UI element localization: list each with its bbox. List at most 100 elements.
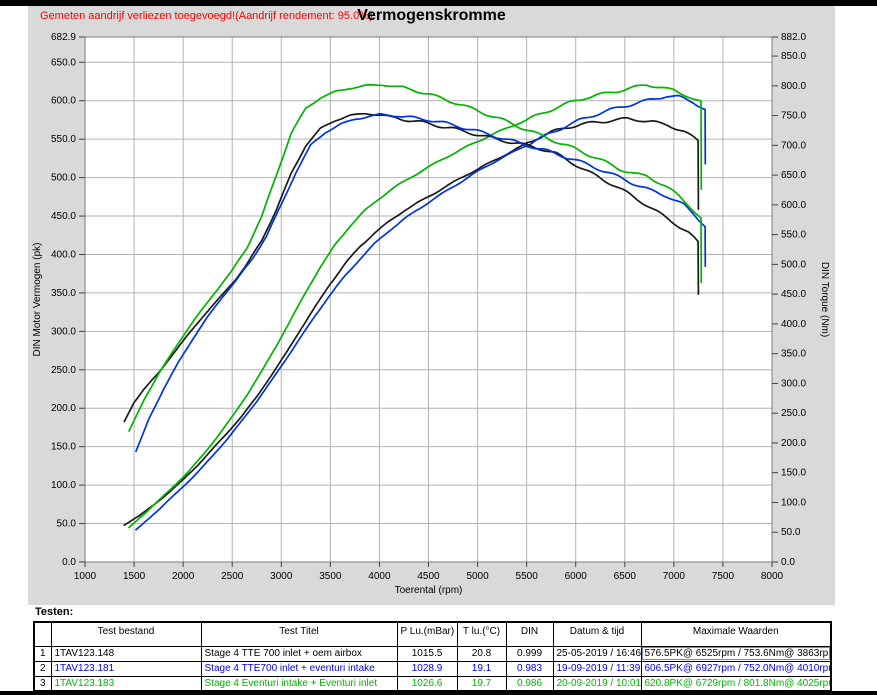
svg-text:350.0: 350.0 (51, 288, 76, 299)
curve-3 (128, 84, 703, 529)
header-col-number (33, 621, 52, 647)
svg-text:7000: 7000 (663, 571, 686, 582)
cell-din: 0.986 (505, 675, 554, 692)
table-row[interactable]: 3 1TAV123.183 Stage 4 Eventuri intake + Ev… (33, 675, 832, 692)
cell-test-bestand: 1TAV123.148 (50, 645, 202, 662)
svg-text:1500: 1500 (123, 571, 146, 582)
svg-text:7500: 7500 (712, 571, 735, 582)
svg-text:DIN Motor Vermogen (pk): DIN Motor Vermogen (pk) (32, 243, 43, 357)
svg-text:2500: 2500 (221, 571, 244, 582)
svg-text:600.0: 600.0 (781, 200, 806, 211)
svg-text:882.0: 882.0 (781, 32, 806, 43)
svg-text:250.0: 250.0 (781, 408, 806, 419)
svg-text:50.0: 50.0 (781, 527, 801, 538)
svg-text:200.0: 200.0 (51, 403, 76, 414)
cell-test-bestand: 1TAV123.183 (50, 675, 202, 692)
svg-text:450.0: 450.0 (51, 211, 76, 222)
svg-text:400.0: 400.0 (51, 249, 76, 260)
svg-text:1000: 1000 (74, 571, 97, 582)
table-row[interactable]: 2 1TAV123.181 Stage 4 TTE700 inlet + event… (33, 660, 832, 677)
curve-2 (135, 94, 707, 531)
svg-text:650.0: 650.0 (781, 170, 806, 181)
cell-maximale-waarden: 576.5PK@ 6525rpm / 753.6Nm@ 3863rpm (640, 645, 832, 662)
header-col-test-titel: Test Titel (200, 621, 398, 647)
cell-test-titel: Stage 4 TTE 700 inlet + oem airbox (200, 645, 398, 662)
svg-text:3000: 3000 (270, 571, 293, 582)
cell-datum-tijd: 25-05-2019 / 16:46:36 (552, 645, 642, 662)
chart-title: Vermogenskromme (357, 7, 506, 24)
table-row[interactable]: 1 1TAV123.148 Stage 4 TTE 700 inlet + oem … (33, 645, 832, 662)
svg-text:150.0: 150.0 (781, 468, 806, 479)
svg-text:5000: 5000 (466, 571, 489, 582)
svg-text:100.0: 100.0 (51, 480, 76, 491)
svg-text:50.0: 50.0 (57, 519, 77, 530)
svg-text:8000: 8000 (761, 571, 784, 582)
cell-t-lu: 19.7 (456, 675, 507, 692)
svg-text:400.0: 400.0 (781, 319, 806, 330)
power-curve-chart: 682.9 650.0 600.0 550.0 500.0 450.0 400.0 350.0… (32, 32, 830, 596)
cell-din: 0.983 (505, 660, 554, 677)
cell-test-titel: Stage 4 TTE700 inlet + eventuri intake (200, 660, 398, 677)
svg-text:300.0: 300.0 (51, 326, 76, 337)
cell-maximale-waarden: 606.5PK@ 6927rpm / 752.0Nm@ 4010rpm (640, 660, 832, 677)
curve-6 (128, 83, 703, 432)
tests-section: Testen: Test bestand Test Titel P Lu.(mBar… (33, 606, 833, 692)
svg-text:3500: 3500 (319, 571, 342, 582)
svg-text:500.0: 500.0 (781, 259, 806, 270)
svg-text:300.0: 300.0 (781, 378, 806, 389)
curve-1 (123, 116, 700, 526)
svg-text:682.9: 682.9 (51, 32, 76, 43)
svg-text:4000: 4000 (368, 571, 391, 582)
svg-text:350.0: 350.0 (781, 349, 806, 360)
window-top-edge (0, 0, 877, 6)
header-col-datum-tijd: Datum & tijd (552, 621, 642, 647)
cell-p-lu: 1026.6 (396, 675, 458, 692)
tests-label: Testen: (35, 606, 74, 618)
header-col-t-lu: T lu.(°C) (456, 621, 507, 647)
header-col-din: DIN (505, 621, 554, 647)
svg-text:550.0: 550.0 (51, 134, 76, 145)
cell-datum-tijd: 20-09-2019 / 10:01:08 (552, 675, 642, 692)
svg-text:0.0: 0.0 (781, 557, 795, 568)
svg-text:DIN Torque (Nm): DIN Torque (Nm) (819, 262, 830, 337)
svg-text:700.0: 700.0 (781, 140, 806, 151)
cell-number: 3 (33, 675, 52, 692)
drivetrain-loss-warning: Gemeten aandrijf verliezen toegevoegd!(A… (40, 10, 373, 22)
cell-p-lu: 1015.5 (396, 645, 458, 662)
svg-text:850.0: 850.0 (781, 51, 806, 62)
tests-table: Test bestand Test Titel P Lu.(mBar) T lu.(°… (33, 621, 832, 692)
cell-t-lu: 20.8 (456, 645, 507, 662)
svg-text:500.0: 500.0 (51, 173, 76, 184)
svg-text:650.0: 650.0 (51, 57, 76, 68)
svg-text:550.0: 550.0 (781, 230, 806, 241)
tests-table-header: Test bestand Test Titel P Lu.(mBar) T lu.(°… (33, 621, 832, 647)
svg-text:200.0: 200.0 (781, 438, 806, 449)
curve-4 (123, 112, 700, 423)
svg-text:150.0: 150.0 (51, 442, 76, 453)
svg-text:450.0: 450.0 (781, 289, 806, 300)
svg-text:2000: 2000 (172, 571, 195, 582)
cell-t-lu: 19.1 (456, 660, 507, 677)
svg-text:6000: 6000 (565, 571, 588, 582)
svg-text:750.0: 750.0 (781, 111, 806, 122)
cell-din: 0.999 (505, 645, 554, 662)
cell-maximale-waarden: 620.8PK@ 6729rpm / 801.8Nm@ 4025rpm (640, 675, 832, 692)
svg-text:Toerental (rpm): Toerental (rpm) (395, 585, 463, 596)
svg-text:100.0: 100.0 (781, 497, 806, 508)
header-col-maximale-waarden: Maximale Waarden (640, 621, 832, 647)
cell-number: 1 (33, 645, 52, 662)
chart-panel: Gemeten aandrijf verliezen toegevoegd!(A… (28, 6, 835, 605)
cell-number: 2 (33, 660, 52, 677)
tests-table-body: 1 1TAV123.148 Stage 4 TTE 700 inlet + oem … (33, 645, 832, 692)
cell-p-lu: 1028.9 (396, 660, 458, 677)
header-col-p-lu: P Lu.(mBar) (396, 621, 458, 647)
cell-test-bestand: 1TAV123.181 (50, 660, 202, 677)
svg-text:0.0: 0.0 (62, 557, 76, 568)
svg-text:800.0: 800.0 (781, 81, 806, 92)
svg-text:250.0: 250.0 (51, 365, 76, 376)
cell-test-titel: Stage 4 Eventuri intake + Eventuri inlet (200, 675, 398, 692)
svg-text:4500: 4500 (417, 571, 440, 582)
cell-datum-tijd: 19-09-2019 / 11:39:20 (552, 660, 642, 677)
svg-text:5500: 5500 (516, 571, 539, 582)
